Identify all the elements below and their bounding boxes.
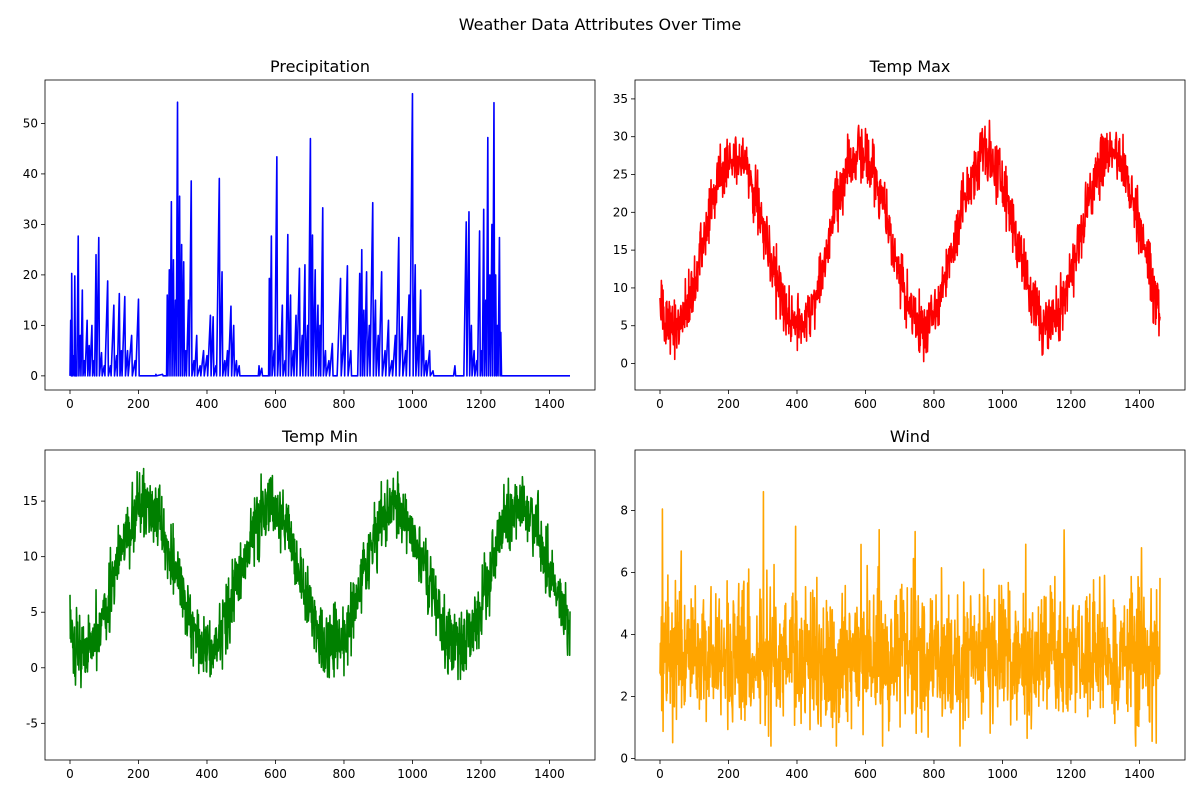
- x-tick-label: 200: [127, 767, 150, 781]
- x-tick-label: 1400: [1124, 397, 1155, 411]
- y-tick-label: 10: [23, 318, 38, 332]
- y-tick-label: 0: [620, 357, 628, 371]
- y-tick-label: 30: [613, 130, 628, 144]
- x-tick-label: 400: [196, 397, 219, 411]
- x-tick-label: 600: [264, 767, 287, 781]
- y-tick-label: 15: [23, 494, 38, 508]
- x-tick-label: 800: [333, 767, 356, 781]
- y-tick-label: 25: [613, 168, 628, 182]
- series-precipitation: [69, 92, 571, 377]
- x-tick-label: 200: [717, 397, 740, 411]
- subplot-temp-max: Temp Max 0 200 400 600 800 1000 1200 1400 0 5 10 15…: [613, 57, 1186, 411]
- figure-title: Weather Data Attributes Over Time: [459, 15, 742, 34]
- y-tick-label: 5: [620, 319, 628, 333]
- y-tick-label: 40: [23, 167, 38, 181]
- plot-title-wind: Wind: [890, 427, 930, 446]
- y-tick-label: 50: [23, 116, 38, 130]
- x-tick-label: 1400: [534, 767, 565, 781]
- x-tick-label: 1000: [397, 397, 428, 411]
- x-tick-label: 1200: [466, 767, 497, 781]
- x-tick-label: 0: [656, 397, 664, 411]
- x-tick-label: 1400: [1124, 767, 1155, 781]
- y-tick-label: -5: [26, 716, 38, 730]
- x-tick-label: 400: [786, 767, 809, 781]
- x-tick-label: 1200: [466, 397, 497, 411]
- ticks-wind: 0 200 400 600 800 1000 1200 1400 0 2 4 6 8: [620, 503, 1154, 781]
- x-tick-label: 400: [196, 767, 219, 781]
- axes-frame-temp-min: [44, 449, 596, 761]
- y-tick-label: 6: [620, 565, 628, 579]
- x-tick-label: 1000: [987, 767, 1018, 781]
- x-tick-label: 1200: [1056, 767, 1087, 781]
- x-tick-label: 0: [656, 767, 664, 781]
- x-tick-label: 600: [264, 397, 287, 411]
- axes-frame-temp-max: [634, 79, 1186, 391]
- axes-frame-wind: [634, 449, 1186, 761]
- y-tick-label: 4: [620, 627, 628, 641]
- series-temp-min: [69, 467, 571, 689]
- x-tick-label: 800: [923, 767, 946, 781]
- x-tick-label: 200: [717, 767, 740, 781]
- y-tick-label: 35: [613, 92, 628, 106]
- ticks-temp-min: 0 200 400 600 800 1000 1200 1400 -5 0 5 10 15: [23, 494, 565, 781]
- series-wind: [659, 490, 1161, 747]
- x-tick-label: 200: [127, 397, 150, 411]
- subplot-precipitation: Precipitation 0 200 400 600 800 1000 1200 14000…: [23, 57, 596, 411]
- y-tick-label: 0: [30, 369, 38, 383]
- y-tick-label: 10: [23, 550, 38, 564]
- y-tick-label: 10: [613, 281, 628, 295]
- y-tick-label: 15: [613, 243, 628, 257]
- y-tick-label: 5: [30, 605, 38, 619]
- x-tick-label: 800: [333, 397, 356, 411]
- x-tick-label: 1000: [397, 767, 428, 781]
- plot-title-temp-min: Temp Min: [281, 427, 358, 446]
- axes-frame-precipitation: [44, 79, 596, 391]
- series-temp-max: [659, 119, 1161, 363]
- x-tick-label: 1400: [534, 397, 565, 411]
- subplot-temp-min: Temp Min 0 200 400 600 800 1000 1200 1400 -5 0 5 10…: [23, 427, 596, 781]
- x-tick-label: 400: [786, 397, 809, 411]
- y-tick-label: 20: [23, 268, 38, 282]
- plot-title-temp-max: Temp Max: [869, 57, 951, 76]
- y-tick-label: 8: [620, 503, 628, 517]
- plot-title-precipitation: Precipitation: [270, 57, 370, 76]
- subplot-wind: Wind 0 200 400 600 800 1000 1200 1400 0 2 4 6 8: [620, 427, 1186, 781]
- x-tick-label: 1000: [987, 397, 1018, 411]
- ticks-precipitation: 0 200 400 600 800 1000 1200 1400 0 10 20 30 40 50: [23, 116, 565, 411]
- x-tick-label: 800: [923, 397, 946, 411]
- y-tick-label: 2: [620, 689, 628, 703]
- x-tick-label: 1200: [1056, 397, 1087, 411]
- y-tick-label: 0: [30, 661, 38, 675]
- x-tick-label: 0: [66, 767, 74, 781]
- y-tick-label: 30: [23, 217, 38, 231]
- x-tick-label: 600: [854, 397, 877, 411]
- x-tick-label: 0: [66, 397, 74, 411]
- x-tick-label: 600: [854, 767, 877, 781]
- y-tick-label: 0: [620, 751, 628, 765]
- ticks-temp-max: 0 200 400 600 800 1000 1200 1400 0 5 10 15 20 25 30 35: [613, 92, 1155, 411]
- y-tick-label: 20: [613, 205, 628, 219]
